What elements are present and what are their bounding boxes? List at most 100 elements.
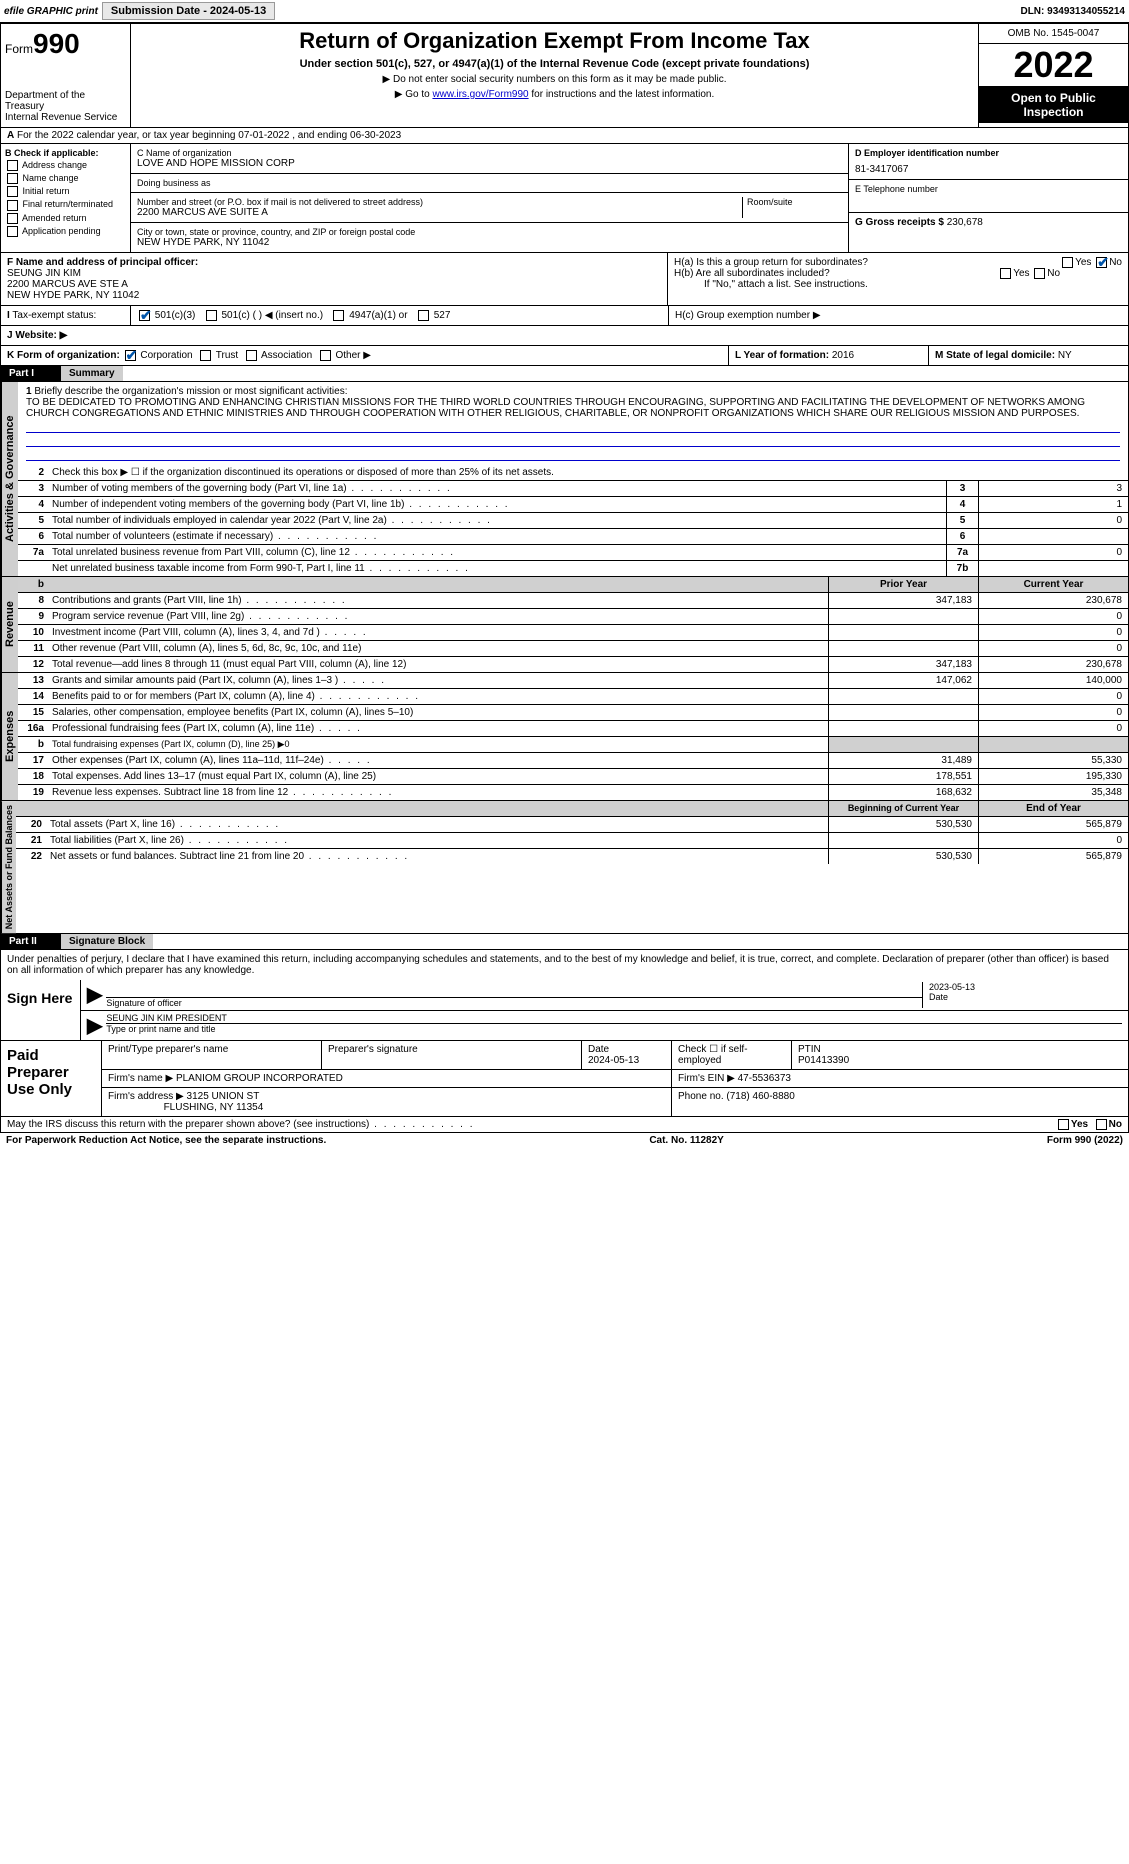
check-final-return[interactable]: Final return/terminated — [5, 199, 126, 210]
row-i-tax-status: I Tax-exempt status: 501(c)(3) 501(c) ( … — [0, 306, 1129, 326]
sidelabel-exp: Expenses — [1, 673, 18, 800]
check-amended-return[interactable]: Amended return — [5, 213, 126, 224]
form-number: Form990 — [5, 28, 126, 60]
line22: Net assets or fund balances. Subtract li… — [46, 849, 828, 864]
paid-preparer-label: Paid Preparer Use Only — [1, 1041, 101, 1116]
signature-block: Under penalties of perjury, I declare th… — [0, 950, 1129, 1041]
activities-governance-section: Activities & Governance 1 Briefly descri… — [0, 382, 1129, 577]
sidelabel-ag: Activities & Governance — [1, 382, 18, 576]
line15: Salaries, other compensation, employee b… — [48, 705, 828, 720]
officer-name-title: SEUNG JIN KIM PRESIDENT — [106, 1013, 1122, 1024]
sig-date: 2023-05-13 — [929, 982, 1122, 992]
line7a: Total unrelated business revenue from Pa… — [48, 545, 946, 560]
line4: Number of independent voting members of … — [48, 497, 946, 512]
dba-label: Doing business as — [137, 178, 842, 188]
sidelabel-rev: Revenue — [1, 577, 18, 672]
row-k-org-form: K Form of organization: Corporation Trus… — [0, 346, 1129, 366]
paid-preparer-block: Paid Preparer Use Only Print/Type prepar… — [0, 1041, 1129, 1117]
org-name-label: C Name of organization — [137, 148, 842, 158]
line17: Other expenses (Part IX, column (A), lin… — [48, 753, 828, 768]
ha-group-return: H(a) Is this a group return for subordin… — [674, 257, 1122, 268]
line16b: Total fundraising expenses (Part IX, col… — [48, 737, 828, 752]
submission-date-button[interactable]: Submission Date - 2024-05-13 — [102, 2, 275, 20]
dept-treasury: Department of the Treasury — [5, 90, 126, 112]
prep-self-employed: Check ☐ if self-employed — [672, 1041, 792, 1069]
city-label: City or town, state or province, country… — [137, 227, 842, 237]
org-name: LOVE AND HOPE MISSION CORP — [137, 158, 842, 169]
row-j-website: J Website: ▶ — [0, 326, 1129, 346]
type-name-label: Type or print name and title — [106, 1024, 1122, 1034]
line11: Other revenue (Part VIII, column (A), li… — [48, 641, 828, 656]
address-value: 2200 MARCUS AVE SUITE A — [137, 207, 742, 218]
line6: Total number of volunteers (estimate if … — [48, 529, 946, 544]
pra-notice: For Paperwork Reduction Act Notice, see … — [6, 1135, 326, 1146]
cat-number: Cat. No. 11282Y — [649, 1135, 723, 1146]
perjury-declaration: Under penalties of perjury, I declare th… — [1, 950, 1128, 980]
page-footer: For Paperwork Reduction Act Notice, see … — [0, 1133, 1129, 1148]
sign-here-label: Sign Here — [1, 980, 81, 1040]
gross-receipts-value: 230,678 — [947, 217, 983, 228]
main-info-block: B Check if applicable: Address change Na… — [0, 144, 1129, 253]
ein-value: 81-3417067 — [855, 164, 1122, 175]
prep-print-label: Print/Type preparer's name — [102, 1041, 322, 1069]
expenses-section: Expenses 13Grants and similar amounts pa… — [0, 673, 1129, 801]
officer-label: F Name and address of principal officer: — [7, 257, 198, 268]
line16a: Professional fundraising fees (Part IX, … — [48, 721, 828, 736]
line3: Number of voting members of the governin… — [48, 481, 946, 496]
form-subtitle: Under section 501(c), 527, or 4947(a)(1)… — [135, 58, 974, 70]
ein-label: D Employer identification number — [855, 148, 999, 158]
form-header: Form990 Department of the Treasury Inter… — [0, 23, 1129, 128]
line8: Contributions and grants (Part VIII, lin… — [48, 593, 828, 608]
top-toolbar: efile GRAPHIC print Submission Date - 20… — [0, 0, 1129, 23]
prep-sig-label: Preparer's signature — [322, 1041, 582, 1069]
check-initial-return[interactable]: Initial return — [5, 186, 126, 197]
check-address-change[interactable]: Address change — [5, 160, 126, 171]
line18: Total expenses. Add lines 13–17 (must eq… — [48, 769, 828, 784]
sig-date-label: Date — [929, 992, 1122, 1002]
row-a-tax-year: A For the 2022 calendar year, or tax yea… — [0, 128, 1129, 144]
address-label: Number and street (or P.O. box if mail i… — [137, 197, 742, 207]
omb-number: OMB No. 1545-0047 — [979, 24, 1128, 44]
line7b: Net unrelated business taxable income fr… — [48, 561, 946, 576]
officer-addr2: NEW HYDE PARK, NY 11042 — [7, 290, 139, 301]
sig-officer-label: Signature of officer — [106, 998, 922, 1008]
line10: Investment income (Part VIII, column (A)… — [48, 625, 828, 640]
form-title: Return of Organization Exempt From Incom… — [135, 28, 974, 54]
line14: Benefits paid to or for members (Part IX… — [48, 689, 828, 704]
officer-addr1: 2200 MARCUS AVE STE A — [7, 279, 128, 290]
efile-label: efile GRAPHIC print — [4, 6, 98, 17]
hb-subordinates: H(b) Are all subordinates included? Yes … — [674, 268, 1122, 279]
ssn-note: ▶ Do not enter social security numbers o… — [135, 74, 974, 85]
part-ii-header: Part IISignature Block — [0, 934, 1129, 950]
dln-label: DLN: 93493134055214 — [1020, 6, 1125, 17]
line19: Revenue less expenses. Subtract line 18 … — [48, 785, 828, 800]
goto-note: ▶ Go to www.irs.gov/Form990 for instruct… — [135, 89, 974, 100]
line2: Check this box ▶ ☐ if the organization d… — [48, 465, 1128, 480]
line13: Grants and similar amounts paid (Part IX… — [48, 673, 828, 688]
hc-exemption: H(c) Group exemption number ▶ — [668, 306, 1128, 325]
line1-label: Briefly describe the organization's miss… — [34, 386, 347, 397]
officer-name: SEUNG JIN KIM — [7, 268, 81, 279]
irs-label: Internal Revenue Service — [5, 112, 126, 123]
part-i-header: Part ISummary — [0, 366, 1129, 382]
form-ref: Form 990 (2022) — [1047, 1135, 1123, 1146]
phone-value — [855, 194, 1122, 208]
revenue-section: Revenue bPrior YearCurrent Year 8Contrib… — [0, 577, 1129, 673]
line20: Total assets (Part X, line 16) — [46, 817, 828, 832]
phone-label: E Telephone number — [855, 184, 1122, 194]
gross-receipts-label: G Gross receipts $ — [855, 217, 944, 228]
tax-year: 2022 — [979, 44, 1128, 87]
city-value: NEW HYDE PARK, NY 11042 — [137, 237, 842, 248]
line1-mission: TO BE DEDICATED TO PROMOTING AND ENHANCI… — [26, 397, 1085, 419]
line5: Total number of individuals employed in … — [48, 513, 946, 528]
check-name-change[interactable]: Name change — [5, 173, 126, 184]
discuss-row: May the IRS discuss this return with the… — [0, 1117, 1129, 1133]
officer-block: F Name and address of principal officer:… — [0, 253, 1129, 306]
open-public-badge: Open to Public Inspection — [979, 87, 1128, 123]
line9: Program service revenue (Part VIII, line… — [48, 609, 828, 624]
form990-link[interactable]: www.irs.gov/Form990 — [432, 89, 528, 100]
check-application-pending[interactable]: Application pending — [5, 226, 126, 237]
sidelabel-na: Net Assets or Fund Balances — [1, 801, 16, 933]
line21: Total liabilities (Part X, line 26) — [46, 833, 828, 848]
hb-note: If "No," attach a list. See instructions… — [674, 279, 1122, 290]
